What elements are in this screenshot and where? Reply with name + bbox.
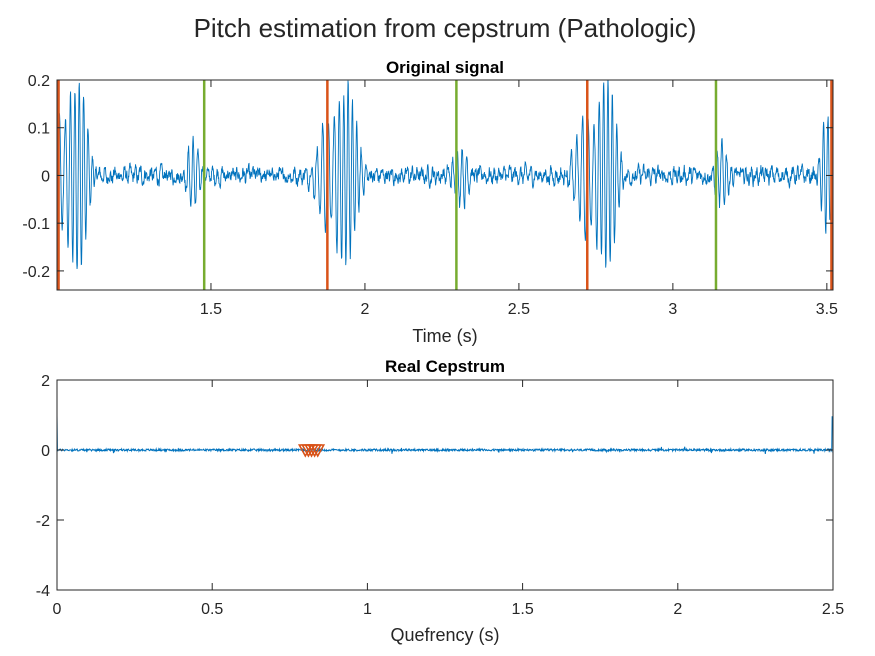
real-cepstrum-ytick-label: 2 [41, 373, 50, 390]
real-cepstrum-xtick-label: 2 [673, 601, 682, 618]
original-signal-ytick-label: -0.2 [22, 264, 50, 281]
original-signal-xtick-label: 3.5 [816, 301, 838, 318]
original-signal-waveform [57, 80, 833, 270]
real-cepstrum-xtick-label: 1.5 [511, 601, 533, 618]
real-cepstrum-ytick-label: -4 [36, 583, 50, 600]
real-cepstrum-title: Real Cepstrum [385, 357, 505, 376]
original-signal-ytick-label: -0.1 [22, 216, 50, 233]
real-cepstrum-ticks: 0 0.5 1 1.5 2 2.5 2 0 -2 -4 [36, 373, 844, 618]
real-cepstrum-frame [56, 379, 834, 591]
real-cepstrum-ytick-label: 0 [41, 443, 50, 460]
real-cepstrum-xtick-label: 1 [363, 601, 372, 618]
original-signal-xtick-label: 1.5 [200, 301, 222, 318]
real-cepstrum-plot-area [56, 414, 833, 587]
real-cepstrum-ytick-label: -2 [36, 513, 50, 530]
original-signal-axes: Original signal 1.5 2 2.5 3 3.5 0.2 0.1 0 -0.1 -0… [22, 58, 838, 346]
original-signal-ytick-label: 0.1 [28, 121, 50, 138]
original-signal-xtick-label: 2.5 [508, 301, 530, 318]
real-cepstrum-axes: Real Cepstrum 0 0.5 1 1.5 2 2.5 2 0 -2 -4 Quefren… [36, 357, 844, 645]
original-signal-plot-area [57, 80, 833, 290]
original-signal-xtick-label: 2 [360, 301, 369, 318]
cepstrum-line [56, 414, 833, 587]
real-cepstrum-xtick-label: 0.5 [201, 601, 223, 618]
real-cepstrum-xtick-label: 2.5 [822, 601, 844, 618]
original-signal-ytick-label: 0 [41, 168, 50, 185]
original-signal-ytick-label: 0.2 [28, 73, 50, 90]
figure-title: Pitch estimation from cepstrum (Patholog… [194, 13, 697, 43]
original-signal-frame [56, 79, 834, 291]
original-signal-xlabel: Time (s) [412, 326, 477, 346]
real-cepstrum-xlabel: Quefrency (s) [390, 625, 499, 645]
cepstrum-peak-marker [310, 444, 326, 458]
original-signal-xtick-label: 3 [668, 301, 677, 318]
original-signal-ticks: 1.5 2 2.5 3 3.5 0.2 0.1 0 -0.1 -0.2 [22, 73, 838, 318]
real-cepstrum-xtick-label: 0 [53, 601, 62, 618]
original-signal-title: Original signal [386, 58, 504, 77]
